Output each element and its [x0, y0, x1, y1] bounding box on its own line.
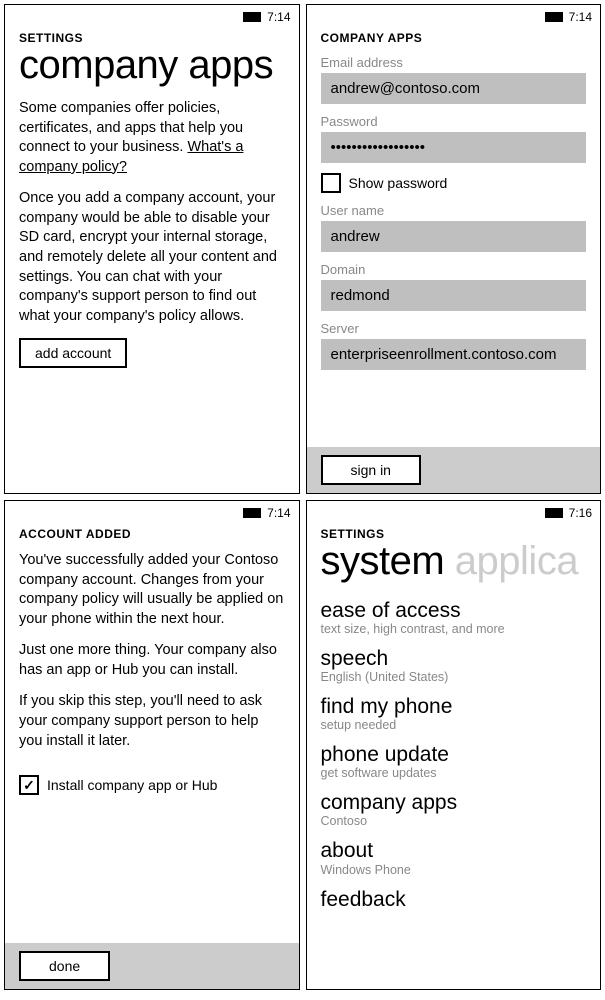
breadcrumb: ACCOUNT ADDED — [19, 527, 285, 541]
server-label: Server — [321, 321, 587, 336]
clock: 7:16 — [569, 506, 592, 520]
app-bar: sign in — [307, 447, 601, 493]
email-label: Email address — [321, 55, 587, 70]
screen-company-apps-intro: 7:14 SETTINGS company apps Some companie… — [4, 4, 300, 494]
password-field[interactable] — [321, 132, 587, 163]
screen-company-apps-form: 7:14 COMPANY APPS Email address Password… — [306, 4, 602, 494]
breadcrumb: COMPANY APPS — [321, 31, 587, 45]
domain-field[interactable] — [321, 280, 587, 311]
added-paragraph-2: Just one more thing. Your company also h… — [19, 641, 285, 680]
intro-paragraph-1: Some companies offer policies, certifica… — [19, 99, 285, 177]
install-app-checkbox[interactable] — [19, 775, 39, 795]
settings-item-speech[interactable]: speech English (United States) — [321, 647, 587, 685]
item-title: feedback — [321, 888, 587, 911]
item-sub: text size, high contrast, and more — [321, 622, 587, 637]
pivot-system[interactable]: system — [321, 539, 445, 583]
status-bar: 7:16 — [307, 501, 601, 521]
install-app-label: Install company app or Hub — [47, 777, 217, 793]
battery-icon — [545, 12, 563, 22]
added-paragraph-1: You've successfully added your Contoso c… — [19, 551, 285, 629]
screen-account-added: 7:14 ACCOUNT ADDED You've successfully a… — [4, 500, 300, 990]
settings-item-ease-of-access[interactable]: ease of access text size, high contrast,… — [321, 599, 587, 637]
done-button[interactable]: done — [19, 951, 110, 981]
item-sub: Contoso — [321, 814, 587, 829]
app-bar: done — [5, 943, 299, 989]
server-field[interactable] — [321, 339, 587, 370]
screen-settings-system: 7:16 SETTINGS system applica ease of acc… — [306, 500, 602, 990]
settings-list: ease of access text size, high contrast,… — [321, 599, 587, 911]
show-password-checkbox[interactable] — [321, 173, 341, 193]
domain-label: Domain — [321, 262, 587, 277]
page-title: company apps — [19, 45, 285, 85]
item-sub: English (United States) — [321, 670, 587, 685]
intro-paragraph-2: Once you add a company account, your com… — [19, 189, 285, 326]
show-password-label: Show password — [349, 175, 448, 191]
status-bar: 7:14 — [5, 501, 299, 521]
settings-item-company-apps[interactable]: company apps Contoso — [321, 791, 587, 829]
install-app-row[interactable]: Install company app or Hub — [19, 775, 285, 795]
item-title: find my phone — [321, 695, 587, 718]
status-bar: 7:14 — [5, 5, 299, 25]
username-label: User name — [321, 203, 587, 218]
password-label: Password — [321, 114, 587, 129]
item-title: ease of access — [321, 599, 587, 622]
add-account-button[interactable]: add account — [19, 338, 127, 368]
item-title: about — [321, 839, 587, 862]
added-paragraph-3: If you skip this step, you'll need to as… — [19, 692, 285, 751]
battery-icon — [243, 508, 261, 518]
item-title: speech — [321, 647, 587, 670]
sign-in-button[interactable]: sign in — [321, 455, 421, 485]
item-sub: get software updates — [321, 766, 587, 781]
item-sub: setup needed — [321, 718, 587, 733]
pivot-applications[interactable]: applica — [444, 539, 578, 583]
clock: 7:14 — [267, 506, 290, 520]
status-bar: 7:14 — [307, 5, 601, 25]
email-field[interactable] — [321, 73, 587, 104]
show-password-row[interactable]: Show password — [321, 173, 587, 193]
item-title: phone update — [321, 743, 587, 766]
item-sub: Windows Phone — [321, 863, 587, 878]
settings-item-about[interactable]: about Windows Phone — [321, 839, 587, 877]
battery-icon — [545, 508, 563, 518]
clock: 7:14 — [267, 10, 290, 24]
item-title: company apps — [321, 791, 587, 814]
settings-item-feedback[interactable]: feedback — [321, 888, 587, 911]
username-field[interactable] — [321, 221, 587, 252]
settings-item-phone-update[interactable]: phone update get software updates — [321, 743, 587, 781]
settings-item-find-my-phone[interactable]: find my phone setup needed — [321, 695, 587, 733]
battery-icon — [243, 12, 261, 22]
clock: 7:14 — [569, 10, 592, 24]
pivot-header[interactable]: system applica — [321, 541, 587, 581]
